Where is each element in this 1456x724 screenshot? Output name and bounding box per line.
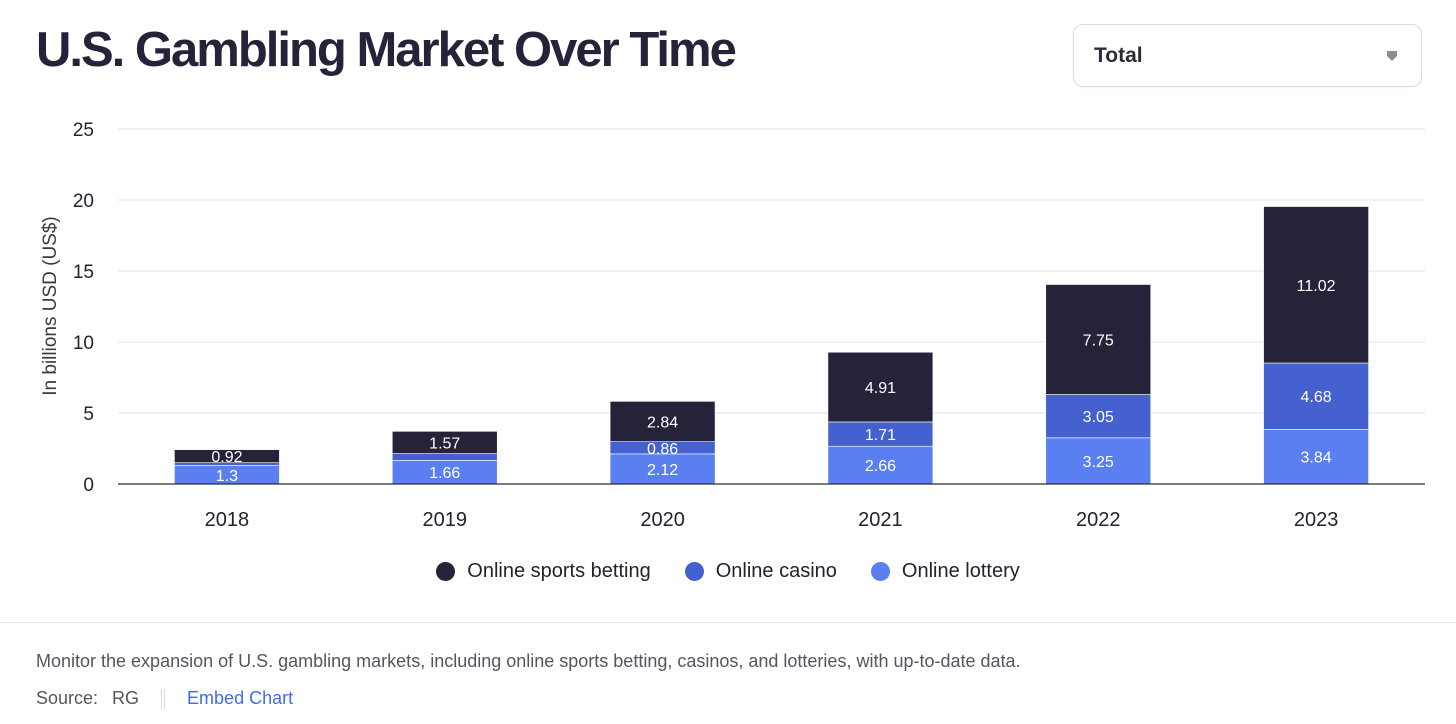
x-tick-label: 2020: [640, 509, 685, 531]
y-tick-label: 0: [83, 475, 94, 496]
x-tick-label: 2023: [1294, 509, 1339, 531]
bar-segment: [1045, 437, 1152, 485]
chart-filter-dropdown[interactable]: Total: [1073, 24, 1422, 87]
data-label: 1.66: [429, 465, 460, 482]
y-axis-label: In billions USD (US$): [40, 216, 61, 396]
dropdown-selected-value: Total: [1094, 44, 1143, 67]
embed-chart-link[interactable]: Embed Chart: [187, 688, 294, 708]
legend-swatch: [436, 562, 456, 581]
footer-divider: [0, 622, 1456, 623]
data-label: 2.66: [865, 458, 896, 475]
legend-swatch: [870, 562, 890, 581]
y-tick-label: 5: [83, 404, 94, 425]
data-label: 11.02: [1297, 278, 1336, 295]
y-tick-label: 25: [73, 120, 94, 141]
legend-label: Online casino: [715, 560, 837, 582]
data-label: 0.86: [647, 441, 678, 458]
data-label: 3.84: [1301, 450, 1332, 467]
source-line: Source: RG Embed Chart: [36, 688, 293, 709]
x-tick-label: 2022: [1076, 509, 1121, 531]
stacked-bar-chart: 0 5 10 15 20 25 In billions USD (US$) 1.3 0.92 20…: [40, 120, 1425, 531]
legend-item: Online lottery: [870, 560, 1020, 583]
legend-label: Online sports betting: [467, 560, 651, 582]
bar-segment: [391, 431, 498, 454]
legend-label: Online lottery: [901, 560, 1020, 582]
chevron-down-icon: [1387, 51, 1397, 61]
y-tick-label: 15: [73, 262, 94, 283]
data-label: 4.91: [865, 380, 896, 397]
bar-segment: [827, 351, 934, 423]
source-label: Source:: [36, 688, 99, 708]
data-label: 3.25: [1083, 454, 1114, 471]
bar-segment: [391, 453, 498, 461]
bar-segment: [1045, 284, 1152, 395]
x-tick-label: 2019: [423, 509, 468, 531]
data-label: 0.92: [211, 449, 242, 466]
legend-item: Online casino: [684, 560, 837, 583]
data-label: 1.71: [865, 427, 896, 444]
chart-legend: Online sports betting Online casino Online…: [0, 560, 1456, 583]
x-tick-label: 2018: [205, 509, 250, 531]
data-label: 4.68: [1301, 389, 1332, 406]
data-label: 1.3: [216, 468, 238, 485]
source-value: RG: [112, 688, 140, 708]
bar-segment: [1263, 206, 1369, 364]
bar-segment: [1263, 429, 1369, 485]
bar-segment: [1263, 362, 1369, 430]
chart-description: Monitor the expansion of U.S. gambling m…: [36, 651, 1021, 671]
data-label: 7.75: [1083, 333, 1114, 350]
data-label: 3.05: [1083, 409, 1114, 426]
page-title: U.S. Gambling Market Over Time: [36, 23, 737, 77]
x-tick-label: 2021: [858, 509, 903, 531]
bar-segment: [174, 449, 280, 463]
data-label: 2.12: [647, 462, 678, 479]
y-tick-label: 20: [73, 191, 94, 212]
y-tick-label: 10: [73, 333, 94, 354]
bar-segment: [827, 421, 934, 447]
bar-segment: [1045, 394, 1152, 439]
legend-item: Online sports betting: [436, 560, 651, 583]
legend-swatch: [684, 562, 704, 581]
data-label: 2.84: [647, 415, 678, 432]
data-label: 1.57: [429, 435, 460, 452]
bar-segment: [609, 401, 716, 442]
separator: [161, 688, 166, 709]
